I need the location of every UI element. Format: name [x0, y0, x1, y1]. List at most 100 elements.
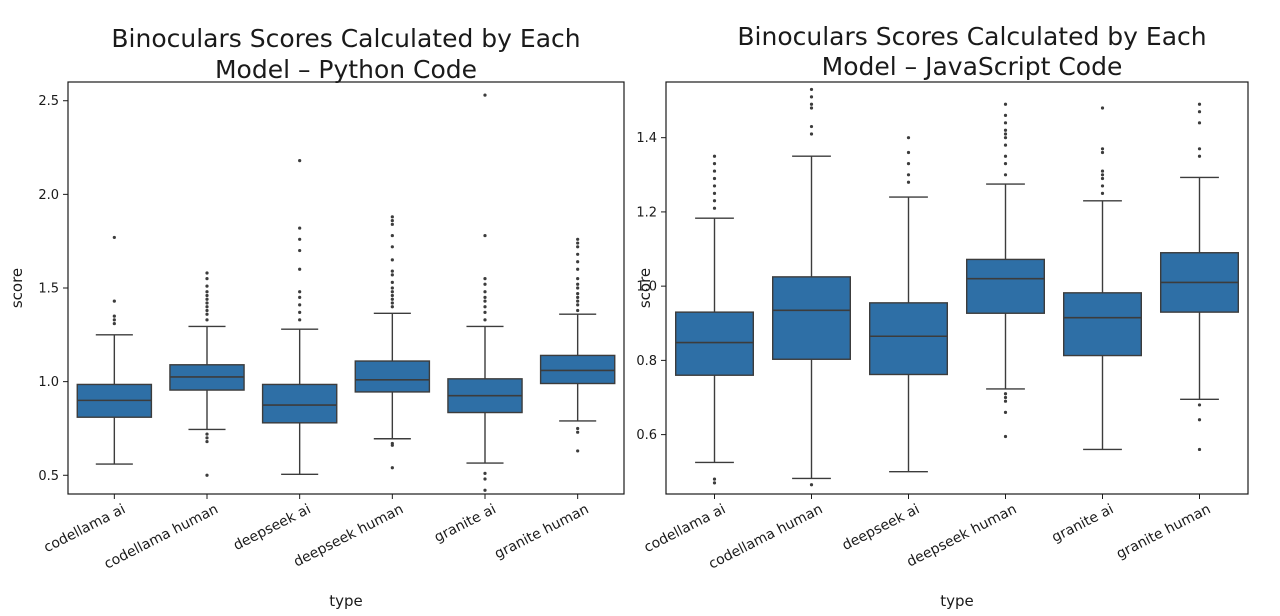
- outlier-point: [390, 258, 394, 262]
- outlier-point: [298, 290, 302, 294]
- outlier-point: [298, 310, 302, 314]
- outlier-point: [1003, 392, 1008, 396]
- outlier-point: [112, 314, 116, 318]
- outlier-point: [576, 292, 580, 296]
- outlier-point: [809, 95, 814, 99]
- outlier-point: [205, 297, 209, 301]
- outlier-point: [576, 286, 580, 290]
- outlier-point: [205, 277, 209, 281]
- outlier-point: [483, 305, 487, 309]
- outlier-point: [1197, 154, 1202, 158]
- outlier-point: [1003, 128, 1008, 132]
- outlier-point: [906, 173, 911, 177]
- outlier-point: [205, 432, 209, 436]
- iqr-box: [675, 311, 755, 376]
- outlier-point: [390, 273, 394, 277]
- outlier-point: [112, 318, 116, 322]
- iqr-box: [1062, 292, 1142, 357]
- box-granite-ai: [447, 93, 523, 492]
- box-deepseek-human: [354, 215, 431, 470]
- y-tick-label: 2.5: [38, 94, 59, 109]
- outlier-point: [1003, 173, 1008, 177]
- y-axis-label: score: [8, 268, 26, 308]
- x-axis-label: type: [940, 592, 974, 610]
- outlier-point: [809, 483, 814, 487]
- outlier-point: [576, 299, 580, 303]
- outlier-point: [1003, 102, 1008, 106]
- outlier-point: [205, 305, 209, 309]
- outlier-point: [1197, 147, 1202, 151]
- iqr-box: [261, 383, 338, 424]
- outlier-point: [1197, 447, 1202, 452]
- outlier-point: [205, 290, 209, 294]
- outlier-point: [576, 245, 580, 249]
- y-tick-label: 1.4: [636, 131, 657, 146]
- outlier-point: [1100, 173, 1105, 177]
- outlier-point: [1003, 410, 1008, 414]
- outlier-point: [1197, 418, 1202, 422]
- outlier-point: [483, 233, 487, 238]
- outlier-point: [576, 252, 580, 256]
- outlier-point: [809, 124, 814, 129]
- iqr-box: [539, 354, 616, 385]
- y-tick-label: 1.0: [38, 375, 59, 390]
- x-tick-label: deepseek ai: [840, 501, 923, 554]
- box-deepseek-ai: [261, 159, 338, 476]
- box-codellama-ai: [675, 154, 755, 485]
- outlier-point: [1003, 143, 1008, 147]
- outlier-point: [205, 308, 209, 313]
- outlier-point: [809, 87, 814, 92]
- outlier-point: [483, 299, 487, 303]
- outlier-point: [1003, 136, 1008, 140]
- outlier-point: [298, 267, 302, 271]
- outlier-point: [483, 488, 487, 492]
- outlier-point: [712, 477, 717, 481]
- outlier-point: [205, 436, 209, 440]
- outlier-point: [205, 439, 209, 444]
- outlier-point: [1003, 162, 1008, 166]
- outlier-point: [390, 269, 394, 273]
- box-codellama-human: [772, 87, 852, 487]
- outlier-point: [576, 308, 580, 313]
- outlier-point: [1100, 191, 1105, 195]
- outlier-point: [390, 280, 394, 284]
- outlier-point: [576, 241, 580, 245]
- outlier-point: [390, 290, 394, 294]
- x-tick-label: granite human: [492, 501, 591, 562]
- outlier-point: [809, 102, 814, 106]
- outlier-point: [1197, 121, 1202, 125]
- outlier-point: [298, 295, 302, 299]
- x-tick-label: granite ai: [1049, 501, 1116, 546]
- outlier-point: [1003, 154, 1008, 158]
- outlier-point: [712, 191, 717, 195]
- outlier-point: [390, 301, 394, 305]
- outlier-point: [712, 184, 717, 188]
- outlier-point: [1003, 113, 1008, 118]
- outlier-point: [483, 290, 487, 294]
- y-tick-label: 1.0: [636, 280, 657, 295]
- y-tick-label: 0.8: [636, 354, 657, 369]
- outlier-point: [298, 303, 302, 307]
- outlier-point: [906, 162, 911, 166]
- x-tick-label: codellama ai: [642, 501, 729, 556]
- outlier-point: [390, 222, 394, 226]
- outlier-point: [112, 235, 116, 240]
- iqr-box: [772, 276, 852, 360]
- outlier-point: [906, 136, 911, 140]
- outlier-point: [390, 286, 394, 290]
- chart-panel-2: Binoculars Scores Calculated by EachMode…: [636, 22, 1249, 610]
- outlier-point: [712, 481, 717, 485]
- outlier-point: [205, 473, 209, 477]
- outlier-point: [483, 471, 487, 475]
- outlier-point: [298, 237, 302, 241]
- outlier-point: [205, 271, 209, 275]
- x-tick-label: codellama ai: [41, 501, 128, 556]
- outlier-point: [576, 426, 580, 431]
- outlier-point: [576, 303, 580, 307]
- outlier-point: [390, 466, 394, 470]
- outlier-point: [576, 260, 580, 264]
- outlier-point: [483, 277, 487, 281]
- outlier-point: [576, 277, 580, 281]
- box-granite-human: [1159, 102, 1239, 452]
